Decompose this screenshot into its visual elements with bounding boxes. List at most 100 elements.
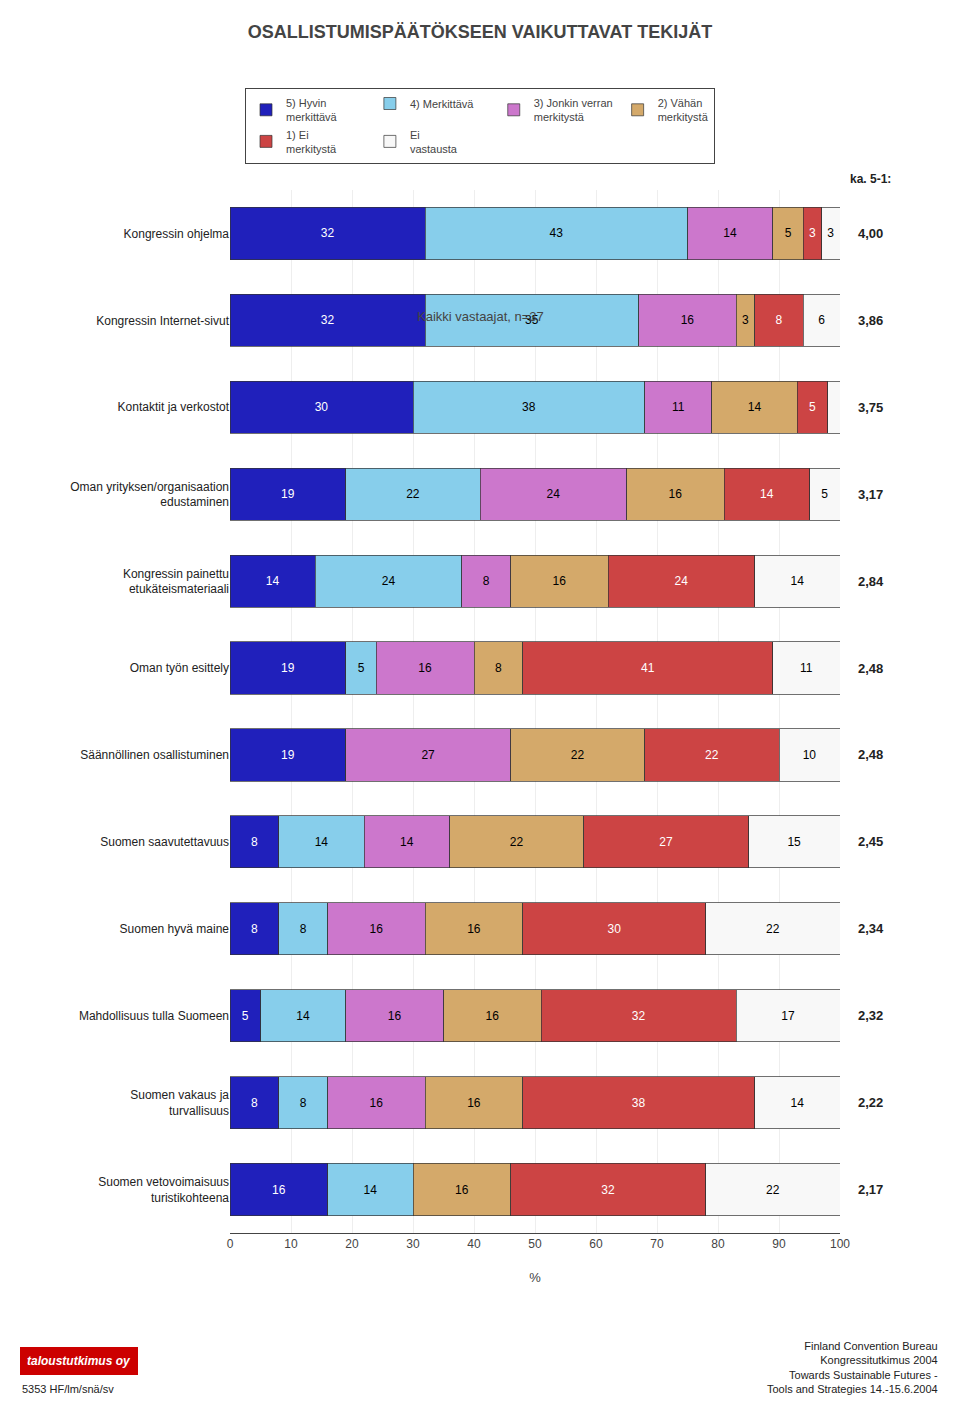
svg-text:15: 15 [787,835,801,849]
svg-text:16: 16 [370,1096,384,1110]
svg-text:22: 22 [766,922,780,936]
svg-text:4) Merkittävä: 4) Merkittävä [410,98,474,110]
svg-text:Säännöllinen osallistuminen: Säännöllinen osallistuminen [80,748,229,762]
svg-text:3: 3 [809,226,816,240]
svg-text:22: 22 [766,1183,780,1197]
svg-text:14: 14 [723,226,737,240]
svg-text:5: 5 [809,400,816,414]
svg-text:0: 0 [227,1237,234,1251]
svg-text:8: 8 [300,1096,307,1110]
svg-text:2,48: 2,48 [858,747,883,762]
svg-text:24: 24 [675,574,689,588]
svg-text:19: 19 [281,487,295,501]
svg-text:8: 8 [251,835,258,849]
svg-text:17: 17 [781,1009,795,1023]
svg-text:Kaikki vastaajat, n=37: Kaikki vastaajat, n=37 [417,309,544,324]
svg-text:27: 27 [659,835,673,849]
svg-text:2,22: 2,22 [858,1095,883,1110]
svg-text:14: 14 [315,835,329,849]
svg-text:Suomen hyvä maine: Suomen hyvä maine [120,922,230,936]
svg-text:taloustutkimus oy: taloustutkimus oy [27,1354,131,1368]
svg-text:35: 35 [525,313,539,327]
svg-text:8: 8 [251,1096,258,1110]
svg-text:90: 90 [772,1237,786,1251]
svg-text:Oman työn esittely: Oman työn esittely [130,661,229,675]
svg-text:14: 14 [296,1009,310,1023]
svg-text:27: 27 [421,748,435,762]
svg-text:16: 16 [418,661,432,675]
svg-text:38: 38 [522,400,536,414]
svg-text:5: 5 [242,1009,249,1023]
svg-text:8: 8 [300,922,307,936]
svg-text:14: 14 [363,1183,377,1197]
svg-text:Kontaktit ja verkostot: Kontaktit ja verkostot [118,400,230,414]
svg-text:3) Jonkin verranmerkitystä: 3) Jonkin verranmerkitystä [534,97,613,123]
svg-text:Suomen vakaus jaturvallisuus: Suomen vakaus jaturvallisuus [130,1088,229,1118]
svg-text:16: 16 [681,313,695,327]
svg-text:32: 32 [321,226,335,240]
svg-text:20: 20 [345,1237,359,1251]
svg-text:2,45: 2,45 [858,834,883,849]
svg-text:30: 30 [607,922,621,936]
svg-text:Finland Convention BureauKongr: Finland Convention BureauKongressitutkim… [767,1340,938,1395]
svg-text:16: 16 [370,922,384,936]
svg-text:14: 14 [266,574,280,588]
svg-text:2,34: 2,34 [858,921,884,936]
svg-text:30: 30 [406,1237,420,1251]
svg-text:5) Hyvinmerkittävä: 5) Hyvinmerkittävä [286,97,338,123]
svg-text:1) Eimerkitystä: 1) Eimerkitystä [286,129,337,155]
svg-text:3,75: 3,75 [858,400,883,415]
svg-text:5: 5 [821,487,828,501]
svg-text:14: 14 [400,835,414,849]
svg-text:41: 41 [641,661,655,675]
svg-text:50: 50 [528,1237,542,1251]
svg-text:2) Vähänmerkitystä: 2) Vähänmerkitystä [658,97,709,123]
svg-text:14: 14 [760,487,774,501]
svg-text:16: 16 [455,1183,469,1197]
svg-text:8: 8 [776,313,783,327]
svg-text:22: 22 [571,748,585,762]
svg-text:16: 16 [388,1009,402,1023]
svg-text:32: 32 [632,1009,646,1023]
svg-text:5: 5 [358,661,365,675]
svg-text:OSALLISTUMISPÄÄTÖKSEEN VAIKUTT: OSALLISTUMISPÄÄTÖKSEEN VAIKUTTAVAT TEKIJ… [248,22,712,42]
svg-text:32: 32 [601,1183,615,1197]
svg-text:16: 16 [485,1009,499,1023]
svg-text:16: 16 [272,1183,286,1197]
svg-text:3: 3 [742,313,749,327]
svg-text:32: 32 [321,313,335,327]
svg-text:11: 11 [672,400,685,414]
svg-text:22: 22 [510,835,524,849]
svg-text:16: 16 [467,922,481,936]
svg-text:24: 24 [546,487,560,501]
svg-text:10: 10 [803,748,817,762]
svg-text:40: 40 [467,1237,481,1251]
svg-text:16: 16 [553,574,567,588]
svg-text:3,17: 3,17 [858,487,883,502]
svg-text:Kongressin Internet-sivut: Kongressin Internet-sivut [96,314,229,328]
svg-text:Suomen vetovoimaisuusturistiko: Suomen vetovoimaisuusturistikohteena [98,1175,229,1205]
svg-text:Eivastausta: Eivastausta [410,129,458,155]
svg-text:6: 6 [818,313,825,327]
svg-text:80: 80 [711,1237,725,1251]
svg-text:8: 8 [251,922,258,936]
svg-text:19: 19 [281,748,295,762]
svg-text:11: 11 [800,661,813,675]
svg-text:8: 8 [495,661,502,675]
svg-text:70: 70 [650,1237,664,1251]
svg-text:8: 8 [483,574,490,588]
svg-text:19: 19 [281,661,295,675]
svg-text:43: 43 [550,226,564,240]
svg-text:38: 38 [632,1096,646,1110]
svg-text:14: 14 [748,400,762,414]
svg-text:ka. 5-1:: ka. 5-1: [850,172,891,186]
svg-text:30: 30 [315,400,329,414]
svg-text:2,17: 2,17 [858,1182,883,1197]
svg-text:14: 14 [790,574,804,588]
svg-text:5353 HF/lm/snä/sv: 5353 HF/lm/snä/sv [22,1383,114,1395]
svg-text:16: 16 [668,487,682,501]
svg-text:10: 10 [284,1237,298,1251]
svg-text:2,84: 2,84 [858,574,884,589]
svg-text:100: 100 [830,1237,850,1251]
svg-text:16: 16 [467,1096,481,1110]
